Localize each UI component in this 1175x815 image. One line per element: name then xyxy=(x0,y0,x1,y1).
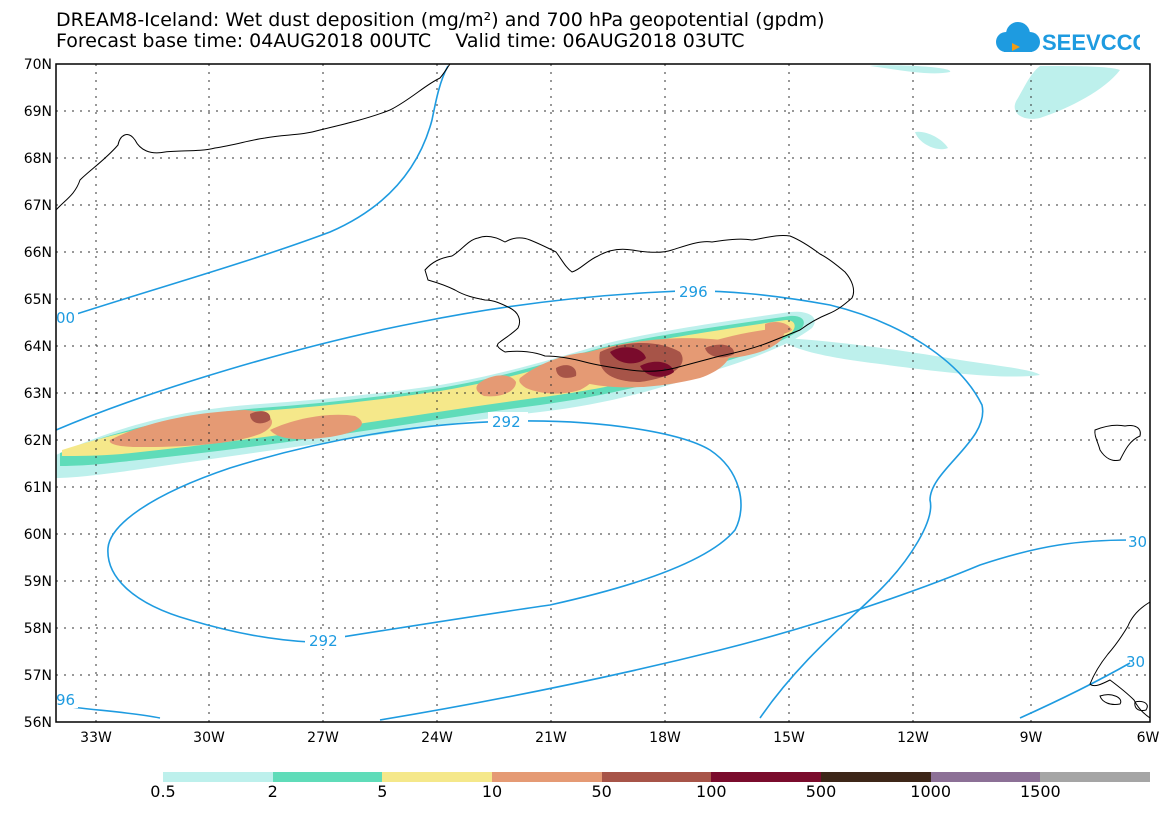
svg-text:69N: 69N xyxy=(24,104,52,120)
contour-label: 292 xyxy=(309,632,338,650)
longitude-labels: 33W 30W 27W 24W 21W 18W 15W 12W 9W 6W xyxy=(80,730,1159,746)
legend-label: 500 xyxy=(805,782,837,801)
cloud-icon xyxy=(996,22,1040,52)
legend-label: 10 xyxy=(481,782,503,801)
iceland-coast xyxy=(424,235,855,372)
svg-text:65N: 65N xyxy=(24,292,52,308)
svg-text:68N: 68N xyxy=(24,151,52,167)
coastlines xyxy=(55,63,1151,719)
contour-label: 296 xyxy=(679,283,708,301)
contour-label: 30 xyxy=(1126,653,1145,671)
legend-swatch xyxy=(821,772,931,782)
svg-text:24W: 24W xyxy=(421,730,453,746)
latitude-labels: 70N 69N 68N 67N 66N 65N 64N 63N 62N 61N … xyxy=(24,57,52,731)
legend-swatch xyxy=(382,772,493,782)
contour-label: 30 xyxy=(1128,533,1147,551)
dust-deposition-field xyxy=(56,65,1120,478)
contour-labels: 296 292 292 00 96 30 30 xyxy=(56,282,1148,709)
logo-text: SEEVCCC xyxy=(1042,30,1140,55)
svg-text:6W: 6W xyxy=(1137,730,1160,746)
legend-label: 0.5 xyxy=(150,782,176,801)
svg-text:21W: 21W xyxy=(535,730,567,746)
svg-text:61N: 61N xyxy=(24,480,52,496)
svg-text:59N: 59N xyxy=(24,574,52,590)
svg-text:27W: 27W xyxy=(307,730,339,746)
legend-label: 2 xyxy=(267,782,278,801)
legend-label: 5 xyxy=(377,782,388,801)
svg-text:57N: 57N xyxy=(24,668,52,684)
svg-text:9W: 9W xyxy=(1020,730,1043,746)
svg-text:15W: 15W xyxy=(773,730,805,746)
svg-text:64N: 64N xyxy=(24,339,52,355)
legend-label: 100 xyxy=(696,782,727,801)
greenland-coast xyxy=(55,63,451,211)
legend-swatch xyxy=(930,772,1041,782)
legend-label: 50 xyxy=(591,782,612,801)
svg-text:30W: 30W xyxy=(193,730,225,746)
map-frame xyxy=(55,63,1151,723)
contour-label: 96 xyxy=(56,691,75,709)
legend-swatch xyxy=(492,772,602,782)
svg-text:12W: 12W xyxy=(897,730,929,746)
svg-text:56N: 56N xyxy=(24,715,52,731)
svg-text:18W: 18W xyxy=(649,730,681,746)
legend-swatch xyxy=(711,772,822,782)
svg-text:66N: 66N xyxy=(24,245,52,261)
map-title: DREAM8-Iceland: Wet dust deposition (mg/… xyxy=(56,9,825,31)
svg-text:70N: 70N xyxy=(24,57,52,73)
legend-swatch xyxy=(272,772,383,782)
svalbard-coast xyxy=(1094,424,1141,461)
color-legend xyxy=(163,772,1151,782)
svg-text:58N: 58N xyxy=(24,621,52,637)
legend-swatch xyxy=(601,772,712,782)
legend-label: 1500 xyxy=(1019,782,1061,801)
svg-text:67N: 67N xyxy=(24,198,52,214)
legend-swatch xyxy=(1040,772,1151,782)
norway-coast xyxy=(1089,601,1151,719)
contour-label: 00 xyxy=(56,309,75,327)
svg-text:62N: 62N xyxy=(24,433,52,449)
svg-text:33W: 33W xyxy=(80,730,112,746)
map-subtitle: Forecast base time: 04AUG2018 00UTC Vali… xyxy=(56,30,745,52)
svg-text:63N: 63N xyxy=(24,386,52,402)
svg-text:60N: 60N xyxy=(24,527,52,543)
graticule xyxy=(56,64,1150,722)
contour-label: 292 xyxy=(492,413,521,431)
legend-swatch xyxy=(163,772,273,782)
seevccc-logo: SEEVCCC xyxy=(996,22,1140,55)
legend-label: 1000 xyxy=(910,782,952,801)
